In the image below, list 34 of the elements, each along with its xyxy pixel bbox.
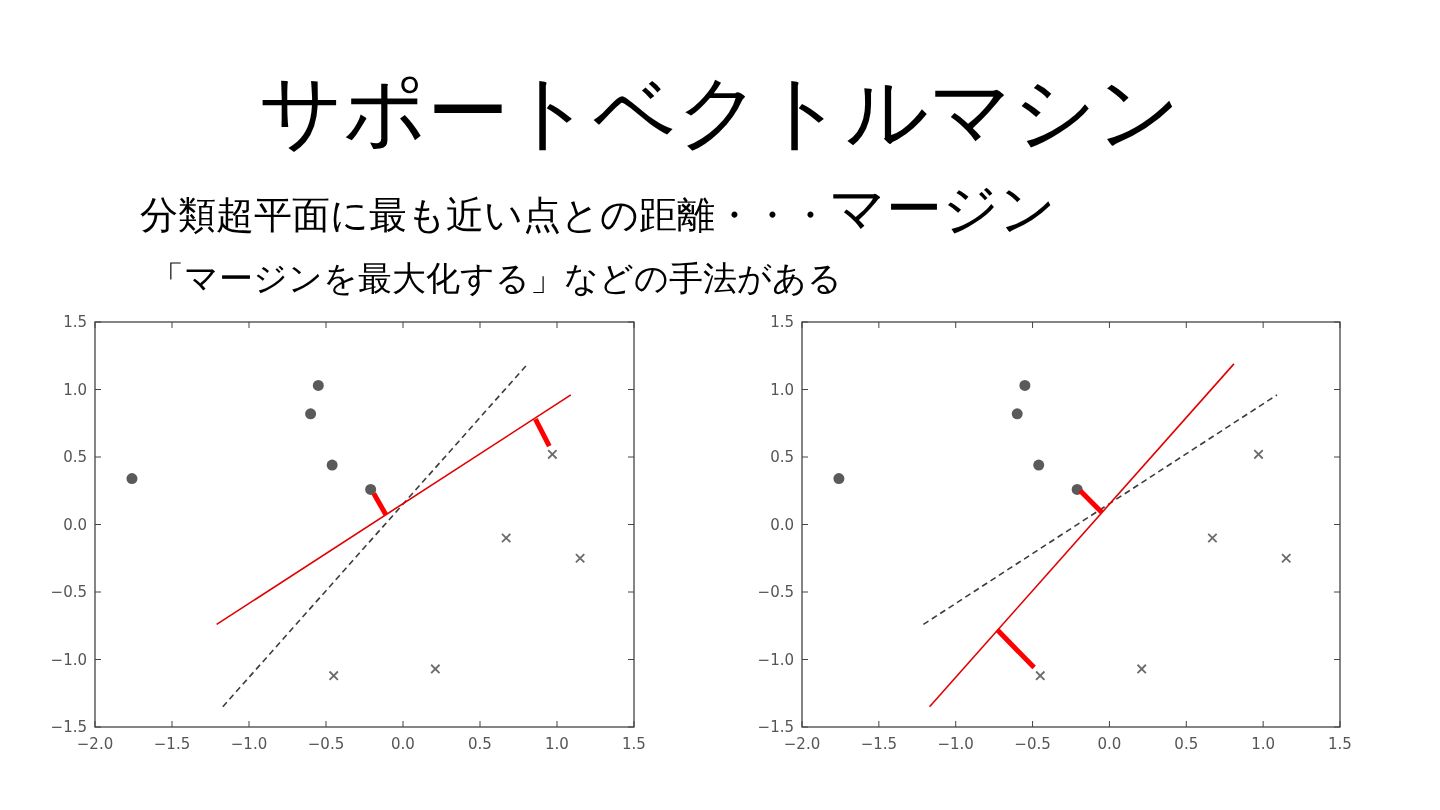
x-tick-label: 0.0 bbox=[391, 735, 415, 753]
x-tick-label: 1.5 bbox=[622, 735, 646, 753]
x-tick-label: −1.5 bbox=[153, 735, 191, 753]
y-tick-label: 0.5 bbox=[63, 448, 87, 466]
y-tick-label: −0.5 bbox=[757, 583, 794, 601]
y-tick-label: −1.5 bbox=[50, 718, 87, 736]
text: サポートベクトルマシン bbox=[259, 64, 1181, 159]
y-tick-label: 1.0 bbox=[63, 380, 87, 399]
text: 分類超平面に最も近い点との距離・・・ bbox=[140, 193, 829, 237]
x-tick-label: −1.0 bbox=[937, 735, 974, 753]
x-tick-label: 0.5 bbox=[1174, 735, 1199, 753]
y-tick-label: −1.0 bbox=[757, 650, 794, 669]
y-tick-label: −0.5 bbox=[50, 583, 87, 601]
x-tick-label: −0.5 bbox=[1014, 735, 1051, 753]
y-tick-label: 1.5 bbox=[770, 313, 794, 331]
y-tick-label: 0.0 bbox=[770, 515, 794, 534]
x-tick-label: 1.0 bbox=[1251, 735, 1276, 753]
x-tick-label: 0.0 bbox=[1097, 735, 1122, 753]
y-tick-label: −1.5 bbox=[757, 718, 794, 736]
x-tick-label: 1.0 bbox=[545, 735, 569, 753]
x-tick-label: 0.5 bbox=[468, 735, 492, 753]
x-tick-label: −2.0 bbox=[783, 735, 821, 753]
x-tick-label: 1.5 bbox=[1328, 735, 1352, 753]
y-tick-label: 1.5 bbox=[63, 313, 87, 331]
y-tick-label: −1.0 bbox=[50, 650, 87, 669]
y-tick-label: 1.0 bbox=[770, 380, 794, 399]
x-tick-label: −1.5 bbox=[860, 735, 898, 753]
text: 「マージンを最大化する」などの手法がある bbox=[150, 258, 842, 298]
x-tick-label: −1.0 bbox=[230, 735, 268, 753]
y-tick-label: 0.5 bbox=[770, 448, 794, 466]
x-tick-label: −0.5 bbox=[307, 735, 345, 753]
y-tick-label: 0.0 bbox=[63, 515, 87, 534]
text: マージン bbox=[829, 176, 1056, 241]
x-tick-label: −2.0 bbox=[76, 735, 114, 753]
